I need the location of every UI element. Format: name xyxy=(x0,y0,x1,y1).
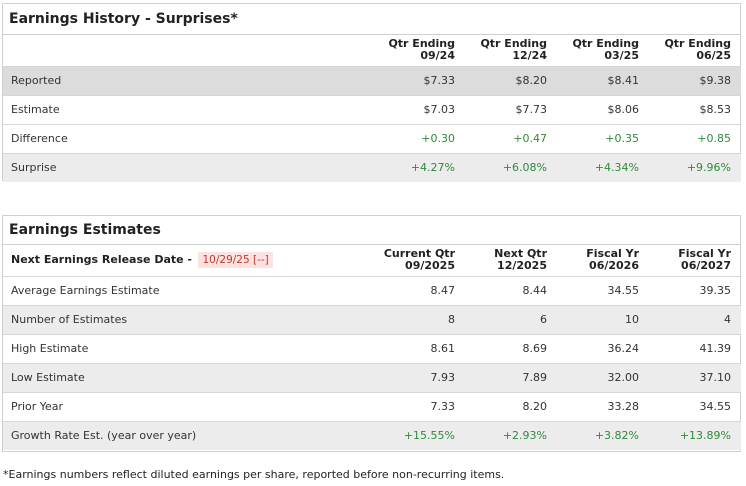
release-date-label: Next Earnings Release Date - xyxy=(11,253,192,267)
earnings-history-header: Qtr Ending 09/24 Qtr Ending 12/24 Qtr Endi… xyxy=(3,35,741,66)
column-header: Fiscal Yr 06/2026 xyxy=(586,247,639,273)
footnote: *Earnings numbers reflect diluted earnin… xyxy=(3,468,505,481)
column-header: Qtr Ending 06/25 xyxy=(664,37,731,63)
table-row-surprise: Surprise +4.27% +6.08% +4.34% +9.96% xyxy=(3,152,741,182)
next-release-date: Next Earnings Release Date - 10/29/25 [-… xyxy=(3,245,373,276)
table-row-difference: Difference +0.30 +0.47 +0.35 +0.85 xyxy=(3,123,741,153)
table-row-number: Number of Estimates 8 6 10 4 xyxy=(3,304,741,334)
release-date-badge[interactable]: 10/29/25 [--] xyxy=(198,252,273,269)
column-header: Qtr Ending 09/24 xyxy=(388,37,455,63)
earnings-estimates-table: Next Earnings Release Date - 10/29/25 [-… xyxy=(3,245,741,450)
earnings-history-title: Earnings History - Surprises* xyxy=(3,4,740,35)
column-header: Current Qtr 09/2025 xyxy=(383,247,455,273)
table-row-estimate: Estimate $7.03 $7.73 $8.06 $8.53 xyxy=(3,94,741,124)
earnings-history-panel: Earnings History - Surprises* Qtr Ending… xyxy=(2,3,741,182)
earnings-estimates-title: Earnings Estimates xyxy=(3,216,740,245)
column-header: Qtr Ending 12/24 xyxy=(480,37,547,63)
earnings-estimates-header: Next Earnings Release Date - 10/29/25 [-… xyxy=(3,245,741,276)
table-row-average: Average Earnings Estimate 8.47 8.44 34.5… xyxy=(3,275,741,305)
column-header: Fiscal Yr 06/2027 xyxy=(678,247,731,273)
earnings-estimates-panel: Earnings Estimates Next Earnings Release… xyxy=(2,215,741,452)
column-header: Qtr Ending 03/25 xyxy=(572,37,639,63)
table-row-growth: Growth Rate Est. (year over year) +15.55… xyxy=(3,420,741,450)
table-row-reported: Reported $7.33 $8.20 $8.41 $9.38 xyxy=(3,65,741,95)
earnings-history-table: Qtr Ending 09/24 Qtr Ending 12/24 Qtr Endi… xyxy=(3,35,741,182)
column-header: Next Qtr 12/2025 xyxy=(494,247,547,273)
table-row-high: High Estimate 8.61 8.69 36.24 41.39 xyxy=(3,333,741,363)
table-row-prior-year: Prior Year 7.33 8.20 33.28 34.55 xyxy=(3,391,741,421)
table-row-low: Low Estimate 7.93 7.89 32.00 37.10 xyxy=(3,362,741,392)
